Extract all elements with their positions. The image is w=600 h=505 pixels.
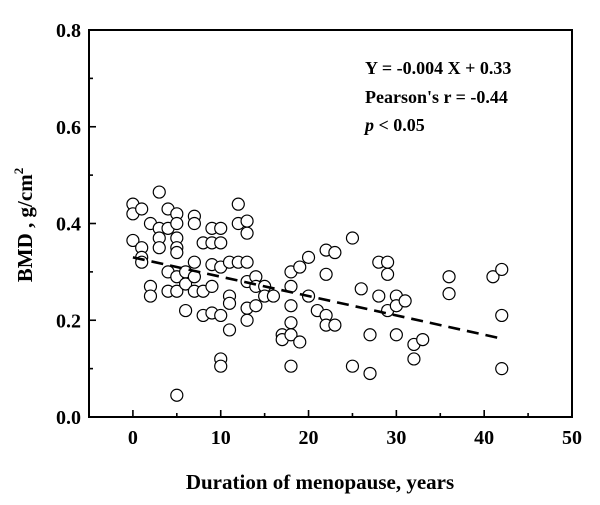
data-point <box>389 328 403 342</box>
data-point <box>187 216 201 231</box>
annotation-p-italic: p <box>363 115 374 135</box>
data-point <box>328 245 342 260</box>
y-tick-label: 0.4 <box>56 214 81 236</box>
data-point <box>214 236 228 250</box>
data-point <box>293 260 307 274</box>
data-point <box>284 328 298 342</box>
annotation-p-value: p < 0.05 <box>363 115 425 135</box>
data-point <box>152 241 166 255</box>
data-point <box>170 216 184 231</box>
data-point <box>284 359 298 373</box>
x-tick-label: 40 <box>474 427 494 449</box>
annotation-p-rest: < 0.05 <box>374 115 425 135</box>
data-point <box>249 299 263 313</box>
x-tick-label: 50 <box>562 427 582 449</box>
data-point <box>240 214 254 228</box>
data-point <box>143 289 158 303</box>
data-point <box>231 197 245 211</box>
data-point <box>240 255 254 269</box>
axis-ticks: 0 10 20 30 40 50 0.0 0.2 0.4 0.6 0.8 <box>56 20 582 449</box>
data-point <box>345 359 360 373</box>
data-point <box>126 233 140 248</box>
x-tick-label: 30 <box>386 427 406 449</box>
y-tick-label: 0.0 <box>56 407 81 429</box>
y-tick-label: 0.8 <box>56 20 81 42</box>
x-axis-title: Duration of menopause, years <box>186 470 454 494</box>
data-point <box>135 202 149 216</box>
data-point <box>170 284 184 298</box>
data-point <box>380 255 395 269</box>
data-point <box>240 226 254 240</box>
data-point <box>319 267 333 281</box>
data-point <box>214 221 228 235</box>
data-point <box>240 313 254 327</box>
data-point <box>293 335 307 349</box>
data-point <box>495 362 509 376</box>
data-point <box>170 245 184 260</box>
data-point <box>442 270 456 284</box>
annotation-equation: Y = -0.004 X + 0.33 <box>365 58 511 78</box>
regression-line <box>132 256 503 340</box>
data-point <box>179 303 193 318</box>
data-point <box>398 294 412 308</box>
data-point <box>214 308 228 323</box>
data-point <box>328 318 342 332</box>
data-point <box>495 308 509 323</box>
data-point <box>301 250 316 264</box>
data-point <box>363 328 377 342</box>
y-tick-label: 0.6 <box>56 117 81 139</box>
data-point <box>170 388 184 402</box>
data-point <box>486 270 500 284</box>
data-point <box>372 289 386 303</box>
x-tick-label: 0 <box>128 427 138 449</box>
data-point <box>442 287 456 301</box>
data-point <box>179 277 193 291</box>
y-axis-title-main: BMD , g/cm <box>13 174 37 282</box>
data-point <box>222 296 237 310</box>
y-tick-label: 0.2 <box>56 310 81 332</box>
annotation-pearson: Pearson's r = -0.44 <box>365 87 508 107</box>
data-point <box>205 279 219 293</box>
data-point <box>266 289 281 303</box>
data-point <box>345 231 360 245</box>
data-point <box>284 299 298 313</box>
data-point <box>214 359 228 373</box>
data-point <box>222 323 237 337</box>
data-point <box>152 185 166 199</box>
data-points <box>126 185 509 402</box>
data-point <box>354 282 368 296</box>
data-point <box>495 262 509 277</box>
data-point <box>380 267 395 281</box>
data-point <box>416 333 430 347</box>
data-point <box>187 255 201 269</box>
data-point <box>284 316 298 330</box>
data-point <box>407 352 421 366</box>
y-axis-title-superscript: 2 <box>11 168 26 175</box>
x-tick-label: 20 <box>299 427 319 449</box>
x-tick-label: 10 <box>211 427 231 449</box>
data-point <box>363 366 377 381</box>
y-axis-title: BMD , g/cm2 <box>11 168 37 282</box>
